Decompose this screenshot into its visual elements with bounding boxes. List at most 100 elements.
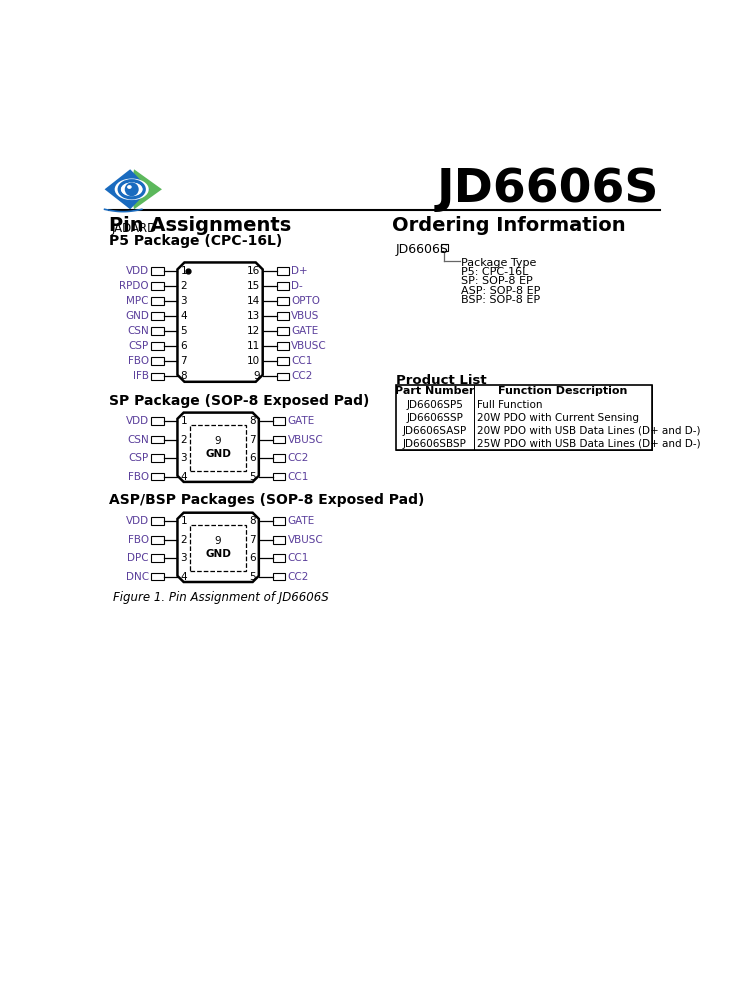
Bar — [277, 282, 289, 290]
Polygon shape — [178, 262, 262, 382]
Text: JD6606SP5: JD6606SP5 — [406, 400, 463, 410]
Text: IFB: IFB — [133, 371, 148, 381]
Text: GND: GND — [125, 311, 148, 321]
Bar — [273, 436, 285, 443]
Text: CSN: CSN — [127, 435, 148, 445]
Bar — [396, 398, 652, 411]
Text: 2: 2 — [181, 535, 188, 545]
Text: 4: 4 — [181, 472, 188, 482]
Text: 9: 9 — [214, 436, 221, 446]
Text: ASP: SOP-8 EP: ASP: SOP-8 EP — [461, 286, 541, 296]
Ellipse shape — [115, 179, 148, 200]
Bar — [190, 425, 247, 471]
Bar — [277, 297, 289, 305]
Text: FBO: FBO — [128, 356, 148, 366]
Text: GATE: GATE — [287, 516, 315, 526]
Bar — [277, 327, 289, 335]
Text: Part Number: Part Number — [395, 386, 475, 396]
Bar — [273, 517, 285, 525]
Text: OPTO: OPTO — [291, 296, 320, 306]
Text: Function Description: Function Description — [498, 386, 627, 396]
Text: CSP: CSP — [128, 453, 148, 463]
Text: 20W PDO with Current Sensing: 20W PDO with Current Sensing — [477, 413, 639, 423]
Bar — [273, 573, 285, 580]
Text: 16: 16 — [246, 266, 259, 276]
Text: 5: 5 — [249, 472, 256, 482]
Text: SP Package (SOP-8 Exposed Pad): SP Package (SOP-8 Exposed Pad) — [110, 394, 370, 408]
Text: VBUSC: VBUSC — [287, 535, 323, 545]
Text: D-: D- — [291, 281, 303, 291]
Bar — [277, 357, 289, 365]
Text: 15: 15 — [246, 281, 259, 291]
Bar — [151, 417, 164, 425]
Text: 8: 8 — [181, 371, 188, 381]
Bar — [151, 327, 164, 335]
Bar — [151, 573, 164, 580]
Text: Figure 1. Pin Assignment of JD6606S: Figure 1. Pin Assignment of JD6606S — [113, 591, 328, 604]
Ellipse shape — [121, 182, 142, 196]
Text: 4: 4 — [181, 572, 188, 582]
Bar — [273, 536, 285, 544]
Bar — [151, 282, 164, 290]
Text: JD6606SASP: JD6606SASP — [403, 426, 466, 436]
Text: JD6606S: JD6606S — [396, 243, 448, 256]
Text: GATE: GATE — [287, 416, 315, 426]
Text: 5: 5 — [249, 572, 256, 582]
Bar — [151, 342, 164, 350]
Polygon shape — [178, 513, 259, 582]
Bar — [396, 437, 652, 450]
Text: 25W PDO with USB Data Lines (D+ and D-): 25W PDO with USB Data Lines (D+ and D-) — [477, 439, 701, 449]
Bar — [277, 373, 289, 380]
Text: BSP: SOP-8 EP: BSP: SOP-8 EP — [461, 295, 540, 305]
Text: VDD: VDD — [126, 266, 148, 276]
Circle shape — [124, 182, 139, 196]
Text: SP: SOP-8 EP: SP: SOP-8 EP — [461, 276, 532, 286]
Text: 3: 3 — [181, 453, 188, 463]
Text: 4: 4 — [181, 311, 188, 321]
Text: CC1: CC1 — [291, 356, 313, 366]
Bar — [151, 357, 164, 365]
Bar — [190, 525, 247, 571]
Bar — [273, 554, 285, 562]
Text: Product List: Product List — [396, 374, 487, 387]
Bar — [396, 385, 652, 450]
Bar — [277, 267, 289, 275]
Text: VBUSC: VBUSC — [287, 435, 323, 445]
Bar — [396, 411, 652, 424]
Text: 11: 11 — [246, 341, 259, 351]
Text: MPC: MPC — [126, 296, 148, 306]
Bar — [396, 385, 652, 398]
Polygon shape — [178, 413, 259, 482]
Text: CC2: CC2 — [287, 453, 309, 463]
Bar — [396, 424, 652, 437]
Text: 2: 2 — [181, 435, 188, 445]
Text: ASP/BSP Packages (SOP-8 Exposed Pad): ASP/BSP Packages (SOP-8 Exposed Pad) — [110, 493, 424, 507]
Bar — [277, 312, 289, 320]
Text: VBUS: VBUS — [291, 311, 320, 321]
Text: CC2: CC2 — [287, 572, 309, 582]
Text: 6: 6 — [249, 553, 256, 563]
Text: 1: 1 — [181, 416, 188, 426]
Text: CC1: CC1 — [287, 472, 309, 482]
Text: 12: 12 — [246, 326, 259, 336]
Bar — [151, 267, 164, 275]
Text: Full Function: Full Function — [477, 400, 543, 410]
Text: 7: 7 — [249, 435, 256, 445]
Bar — [151, 554, 164, 562]
Bar — [273, 473, 285, 480]
Text: Package Type: Package Type — [461, 258, 536, 268]
Polygon shape — [104, 169, 149, 209]
Text: P5: CPC-16L: P5: CPC-16L — [461, 267, 529, 277]
Bar — [151, 517, 164, 525]
Text: 8: 8 — [249, 416, 256, 426]
Text: 10: 10 — [247, 356, 259, 366]
Text: DNC: DNC — [126, 572, 148, 582]
Text: JD6606S: JD6606S — [437, 167, 659, 212]
Text: FBO: FBO — [128, 472, 148, 482]
Text: 9: 9 — [214, 536, 221, 546]
Bar — [273, 454, 285, 462]
Bar — [277, 342, 289, 350]
Text: 7: 7 — [249, 535, 256, 545]
Text: 6: 6 — [249, 453, 256, 463]
Text: GND: GND — [206, 449, 231, 459]
